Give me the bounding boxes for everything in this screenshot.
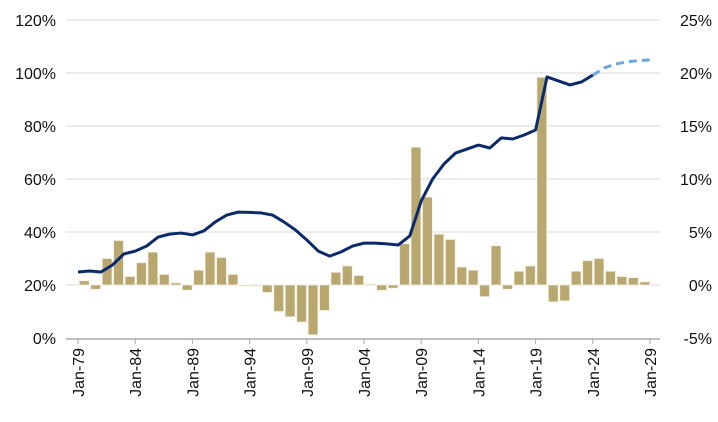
x-axis-tick-label: Jan-14 <box>471 348 488 397</box>
bar <box>467 269 479 286</box>
left-axis-tick-label: 100% <box>15 66 56 83</box>
bar <box>364 283 376 286</box>
right-axis-tick-label: 15% <box>680 119 712 136</box>
bar <box>90 284 101 290</box>
bar <box>342 265 353 286</box>
bar <box>593 258 605 286</box>
bar <box>525 265 536 286</box>
bar <box>422 196 433 286</box>
right-axis-tick-label: 5% <box>689 225 712 242</box>
left-axis-tick-label: 20% <box>24 278 56 295</box>
x-axis-tick-label: Jan-79 <box>71 348 88 397</box>
bar <box>536 76 548 286</box>
bar <box>582 260 593 286</box>
left-axis-tick-label: 40% <box>24 225 56 242</box>
bar <box>444 239 456 286</box>
bar <box>227 273 239 286</box>
axes: 0% 20% 40% 60% 80% 100% 120% -5% 0% 5% 10% 15% 20% 25… <box>15 13 712 397</box>
bar <box>433 233 445 286</box>
x-axis-tick-label: Jan-29 <box>643 348 660 397</box>
line-series <box>77 58 651 274</box>
right-axis-tick-label: -5% <box>684 331 712 348</box>
bar <box>181 284 193 291</box>
x-axis-tick-label: Jan-24 <box>586 348 603 397</box>
bar <box>239 284 250 287</box>
bar <box>261 284 273 293</box>
bar <box>628 277 639 286</box>
bar <box>353 275 365 286</box>
bar <box>158 273 170 286</box>
x-axis-tick-label: Jan-94 <box>243 348 260 397</box>
debt-line <box>77 73 594 274</box>
bar <box>147 251 159 286</box>
bar <box>639 281 651 286</box>
bar <box>479 284 490 298</box>
bar <box>296 284 307 323</box>
bar <box>559 284 571 302</box>
right-axis-tick-label: 10% <box>680 172 712 189</box>
x-axis-tick-label: Jan-19 <box>529 348 546 397</box>
projection-line <box>592 58 651 77</box>
bar <box>605 270 616 286</box>
bar <box>216 257 227 286</box>
bar <box>124 276 136 286</box>
bar-series <box>78 76 651 336</box>
x-axis-tick-label: Jan-04 <box>357 348 374 397</box>
x-axis-tick-label: Jan-99 <box>300 348 317 397</box>
bar <box>204 251 216 286</box>
bar <box>193 269 204 286</box>
bar <box>547 284 559 303</box>
bar <box>250 284 262 287</box>
bar <box>376 284 387 291</box>
bar <box>273 284 285 312</box>
bar <box>284 284 296 318</box>
bar <box>136 262 147 286</box>
right-axis-tick-label: 20% <box>680 66 712 83</box>
bar <box>513 270 525 286</box>
left-axis-tick-label: 60% <box>24 172 56 189</box>
bar <box>78 280 90 286</box>
bar <box>307 284 319 336</box>
gridlines <box>66 19 660 286</box>
bar <box>616 276 628 286</box>
x-axis-tick-label: Jan-09 <box>414 348 431 397</box>
left-axis-tick-label: 120% <box>15 13 56 30</box>
bar <box>170 282 182 286</box>
bar <box>456 266 468 286</box>
bar <box>330 271 342 286</box>
left-axis-tick-label: 0% <box>33 331 56 348</box>
bar <box>570 270 582 286</box>
x-axis-tick-label: Jan-84 <box>128 348 145 397</box>
left-axis-tick-label: 80% <box>24 119 56 136</box>
bar <box>387 284 399 289</box>
right-axis-tick-label: 25% <box>680 13 712 30</box>
bar <box>319 284 330 311</box>
right-axis-tick-label: 0% <box>689 278 712 295</box>
bar <box>502 284 513 290</box>
bar <box>490 245 502 286</box>
x-axis-tick-label: Jan-89 <box>185 348 202 397</box>
bar <box>399 243 410 286</box>
